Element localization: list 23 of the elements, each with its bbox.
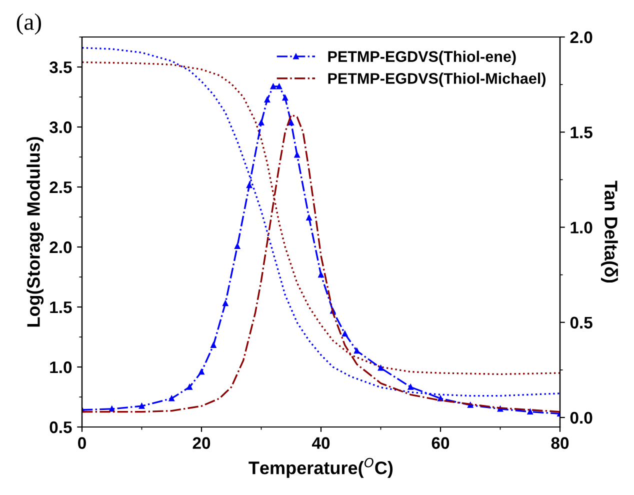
y-axis-title: Log(Storage Modulus): [26, 137, 44, 327]
y-tick-label: 0.5: [50, 421, 72, 434]
y-tick-label: 2.0: [50, 241, 72, 254]
x-tick-label: 40: [312, 437, 330, 449]
x-axis-title: Temperature($^{O}$C): [248, 458, 393, 478]
y-tick-label: 3.5: [49, 61, 72, 74]
x-tick-label: 60: [432, 437, 450, 449]
y2-tick-label: 0.0: [570, 412, 592, 424]
legend-label: PETMP-EGDVS(Thiol-ene): [328, 50, 516, 65]
y-tick-label: 3.0: [49, 121, 72, 134]
y-tick-label: 1.0: [50, 361, 72, 374]
y2-tick-label: 0.5: [570, 316, 592, 329]
y2-tick-label: 2.0: [570, 31, 592, 44]
y-tick-label: 2.5: [50, 181, 72, 194]
text: (a): [16, 13, 42, 35]
x-tick-label: 80: [551, 437, 569, 449]
y2-tick-label: 1.0: [570, 222, 592, 234]
x-tick-label: 0: [78, 437, 86, 449]
y2-axis-title: Tan Delta(δ): [601, 180, 618, 283]
x-tick-label: 20: [192, 437, 210, 449]
y2-tick-label: 1.5: [570, 126, 592, 138]
y-tick-label: 1.5: [50, 302, 72, 314]
legend-label: PETMP-EGDVS(Thiol-Michael): [328, 72, 546, 87]
